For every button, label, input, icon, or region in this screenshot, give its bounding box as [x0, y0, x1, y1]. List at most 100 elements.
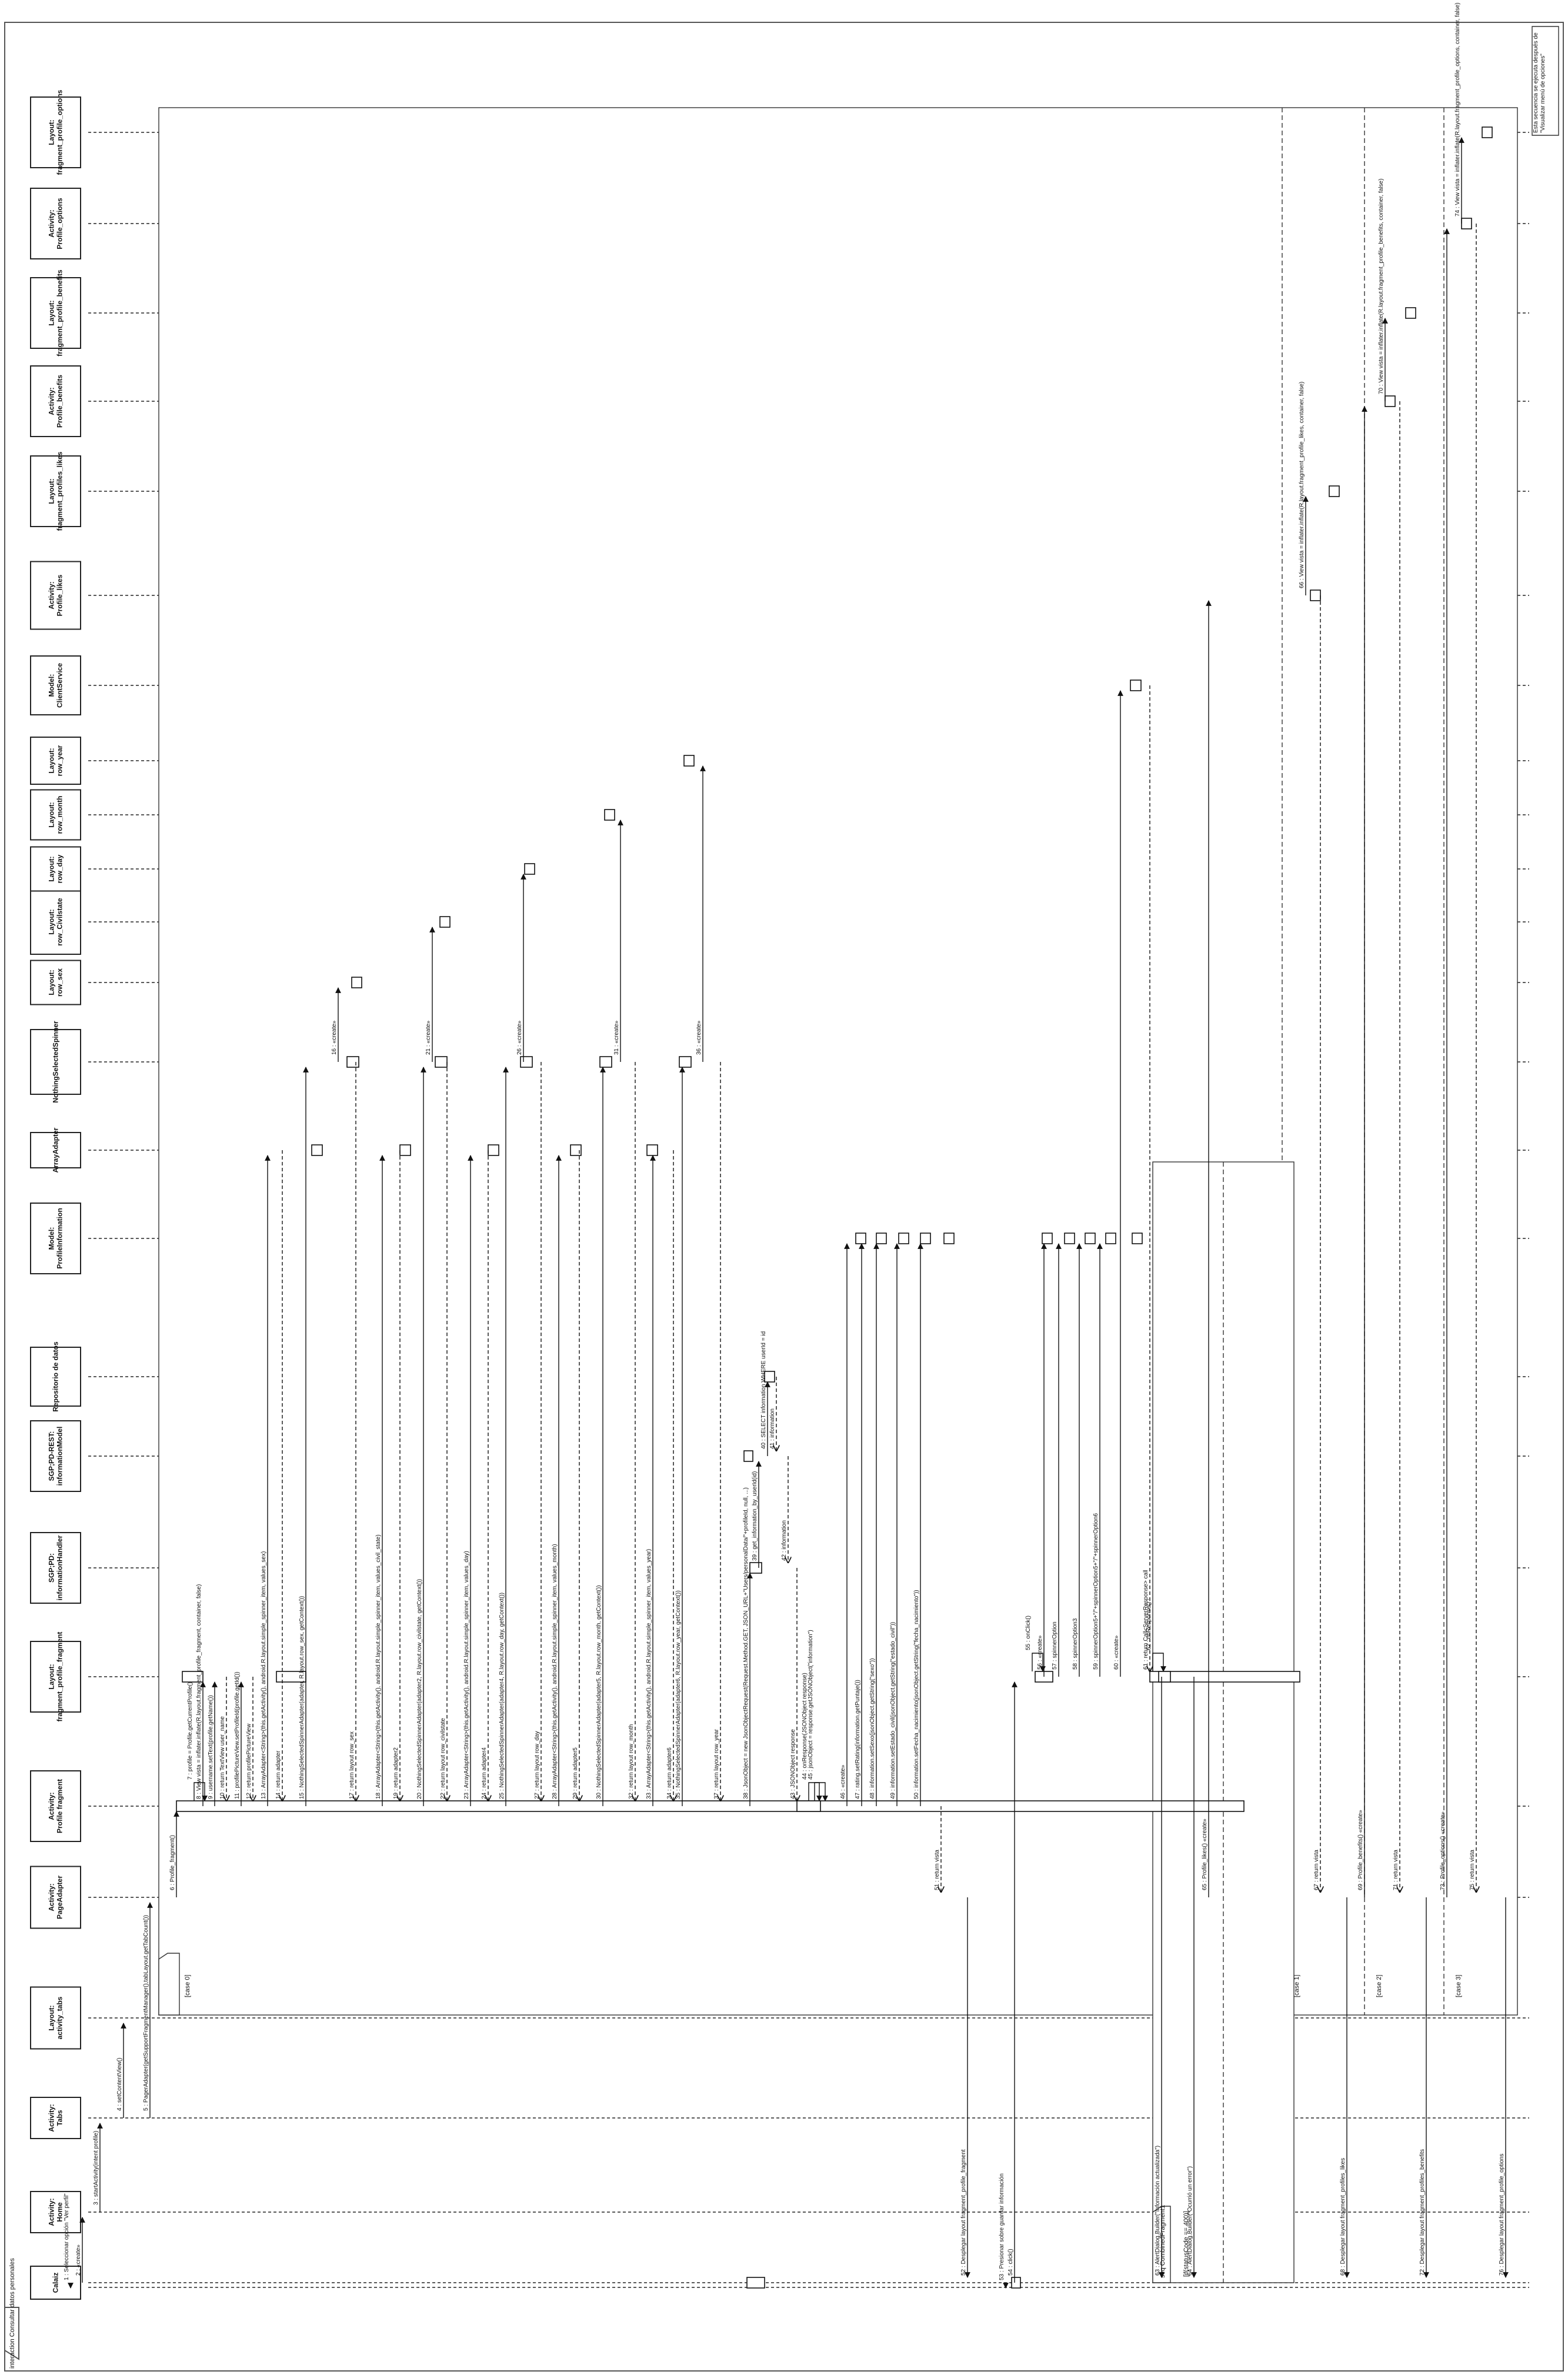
message-20: 20 : NothingSelectedSpinnerAdapter(adapt…	[416, 1067, 426, 1806]
message-25: 25 : NothingSelectedSpinnerAdapter(adapt…	[499, 1067, 509, 1806]
message-label: 43 : JSONObject response	[790, 1729, 796, 1799]
lifeline-title: Repositorio de datos	[52, 1341, 60, 1412]
lifeline-box	[30, 1532, 81, 1604]
message-45: 45 : jsonObject = response.getJSONObject…	[808, 1630, 828, 1801]
message-74: 74 : View vista = inflater.inflate(R.lay…	[1454, 2, 1464, 224]
lifeline-title: Calaiz	[52, 2273, 60, 2293]
fragment-switch-guard: [case 1]	[1293, 1974, 1300, 1997]
activation-bar	[1064, 1233, 1075, 1244]
activation-bar	[524, 863, 535, 875]
lifeline-home: Activity:Home	[30, 2191, 1529, 2233]
message-label: 32 : return layout row_month	[628, 1724, 635, 1799]
message-54: 54 : click()	[1007, 1681, 1017, 2283]
lifeline-title: Layout:row_month	[48, 796, 64, 834]
message-13: 13 : ArrayAdapter<String>(this.getActivi…	[261, 1155, 271, 1806]
lifeline-box	[30, 2191, 81, 2233]
activation-bar	[1310, 589, 1321, 601]
message-69: 69 : Profile_benefits() «create»	[1357, 406, 1367, 1897]
message-67: 67 : return vista	[1313, 595, 1320, 1892]
activation-bar	[604, 809, 615, 821]
message-12: 12 : return profilePictureView	[246, 1677, 253, 1801]
message-label: 26 : «create»	[516, 1020, 523, 1055]
message-23: 23 : ArrayAdapter<String>(this.getActivi…	[463, 1155, 473, 1806]
activation-bar	[646, 1144, 658, 1156]
activation-bar	[182, 1671, 203, 1683]
message-56: 56 : «create»	[1037, 1243, 1047, 1677]
lifeline-title: Activity:Profile fragment	[48, 1779, 64, 1833]
message-label: 71 : return vista	[1393, 1850, 1399, 1890]
activation-bar	[683, 755, 695, 767]
message-label: 76 : Desplegar layout fragment_profile_o…	[1499, 2154, 1505, 2276]
lifeline-box	[30, 1347, 81, 1407]
lifeline-title: ArrayAdapter	[52, 1127, 60, 1173]
activation-bar	[876, 1233, 887, 1244]
note: Esta secuencia se ejecuta después de "Vi…	[1532, 26, 1559, 136]
lifeline-tabs: Activity:Tabs	[30, 2097, 1529, 2139]
lifeline-ltabs: Layout:activity_tabs	[30, 1986, 1529, 2050]
message-label: 5 : PagerAdapter(getSupportFragmentManag…	[143, 1915, 149, 2111]
lifeline-title: Layout:fragment_profile_benefits	[48, 269, 64, 357]
message-label: 20 : NothingSelectedSpinnerAdapter(adapt…	[416, 1579, 423, 1799]
fragment-switch-guard: [case 2]	[1376, 1974, 1383, 1997]
message-label: 6 : Profile_fragment()	[169, 1835, 176, 1890]
message-label: 41 : information	[769, 1408, 776, 1449]
message-label: 51 : return vista	[934, 1850, 940, 1890]
message-37: 37 : return layout row_year	[713, 1062, 720, 1801]
lifeline-box	[30, 277, 81, 349]
message-label: 48 : information.setSexo(jsonObject.getS…	[869, 1658, 876, 1799]
message-34: 34 : return adapter6	[666, 1150, 673, 1801]
message-label: 55 : onClick()	[1025, 1616, 1032, 1650]
message-28: 28 : ArrayAdapter<String>(this.getActivi…	[552, 1155, 562, 1806]
lifeline-title: Activity:PageAdapter	[48, 1876, 64, 1919]
message-label: 60 : «create»	[1113, 1635, 1120, 1670]
message-arrow	[1152, 1653, 1166, 1672]
message-label: 35 : NothingSelectedSpinnerAdapter(adapt…	[675, 1590, 682, 1799]
lifeline-box	[30, 188, 81, 259]
activation-bar	[1384, 395, 1396, 407]
message-label: 44 : onResponse(JSONObject response)	[802, 1673, 808, 1780]
message-label: 61 : return Call<ServerResponse> call	[1143, 1570, 1149, 1670]
message-label: 75 : return vista	[1469, 1850, 1476, 1890]
message-19: 19 : return adapter2	[393, 1150, 400, 1801]
message-51: 51 : return vista	[934, 1806, 941, 1892]
activation-bar	[311, 1144, 323, 1156]
lifeline-title: Activity:Home	[48, 2198, 64, 2226]
activation-bar	[1158, 1671, 1171, 1683]
message-50: 50 : information.setFecha_nacimiento(jso…	[913, 1243, 923, 1806]
activation-bar	[399, 1144, 411, 1156]
lifeline-box	[30, 1641, 81, 1713]
message-label: 50 : information.setFecha_nacimiento(jso…	[913, 1590, 920, 1799]
message-49: 49 : information.setEstado_civil(jsonObj…	[890, 1243, 900, 1806]
message-30: 30 : NothingSelectedSpinnerAdapter(adapt…	[596, 1067, 606, 1806]
lifeline-box	[30, 365, 81, 437]
message-label: 28 : ArrayAdapter<String>(this.getActivi…	[552, 1544, 558, 1799]
fragment-combined: seq CombinedFragment1 [if(statusCode == 4…	[1152, 1161, 1295, 2283]
message-72: 72 : Desplegar layout fragment_profiles_…	[1419, 1897, 1429, 2278]
activation-bar	[1011, 2277, 1021, 2289]
fragment-combined-label: seq CombinedFragment1	[1159, 2205, 1166, 2278]
message-22: 22 : return layout row_civilstate	[440, 1062, 447, 1801]
message-59: 59 : spinnerOption5+"/"+spinnerOption5+"…	[1093, 1243, 1103, 1677]
message-arrow	[1032, 1653, 1046, 1672]
lifeline-title: Layout:fragment_profiles_likes	[48, 451, 64, 531]
message-41: 41 : information	[769, 1377, 776, 1451]
lifeline-box	[30, 789, 81, 841]
message-label: 65 : Profile_likes() «create»	[1202, 1819, 1208, 1890]
message-label: 59 : spinnerOption5+"/"+spinnerOption5+"…	[1093, 1513, 1099, 1670]
lifeline-calaiz: Calaiz	[30, 2266, 1529, 2300]
message-label: 16 : «create»	[331, 1020, 338, 1055]
message-label: 52 : Desplegar layout fragment_profile_f…	[960, 2149, 967, 2276]
lifeline-title: Activity:Tabs	[48, 2104, 64, 2131]
message-42: 42 : information	[781, 1456, 788, 1563]
message-label: 62 : onResponse()	[1146, 1602, 1152, 1650]
message-1: 1 : Seleccionar opción "Ver perfil"	[64, 2193, 74, 2289]
message-8: 8 : View vista = inflater.inflate(R.layo…	[196, 1584, 206, 1806]
message-38: 38 : JsonObject = new JsonObjectRequest(…	[743, 1487, 753, 1806]
activation-bar	[1042, 1233, 1053, 1244]
frame-label-tab: interaction Consultar datos personales	[4, 2258, 19, 2369]
activation-bar	[898, 1233, 909, 1244]
lifeline-box	[30, 561, 81, 630]
message-47: 47 : rating.setRating(information.getPun…	[855, 1243, 865, 1806]
message-68: 68 : Desplegar layout fragment_profiles_…	[1340, 1897, 1350, 2278]
